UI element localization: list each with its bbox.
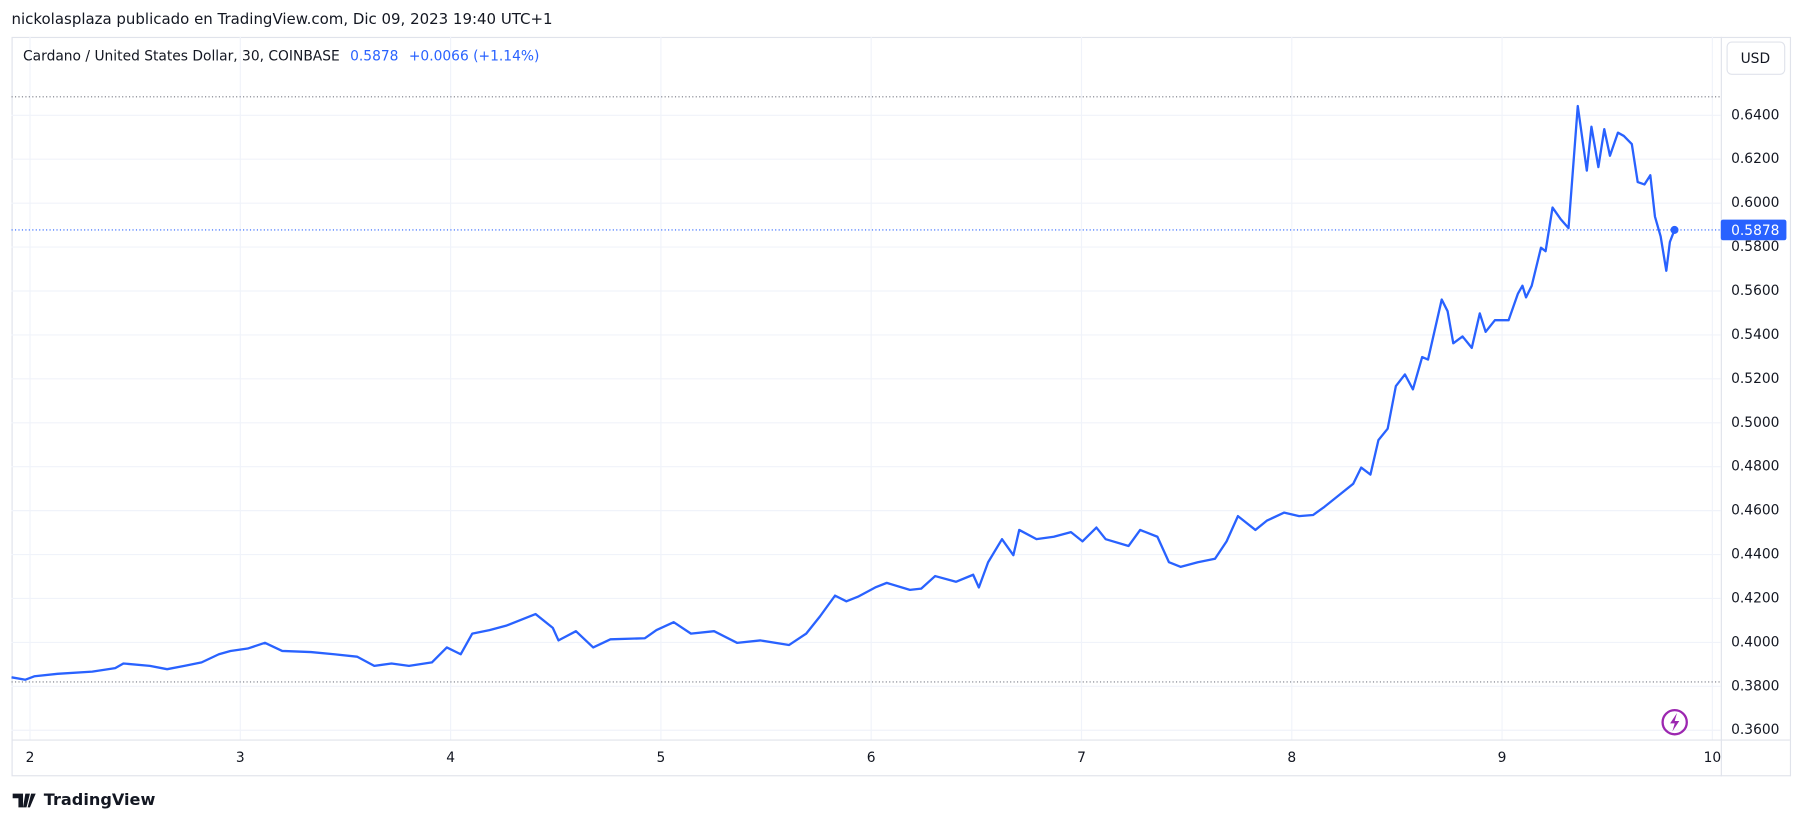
lightning-icon[interactable]	[1661, 708, 1688, 736]
grid	[11, 36, 1721, 740]
x-tick-label: 2	[26, 750, 35, 766]
tradingview-logo	[12, 793, 36, 808]
x-tick-label: 5	[656, 750, 665, 766]
price-line	[11, 104, 1676, 681]
x-tick-label: 4	[446, 750, 455, 766]
legend-price: 0.5878	[350, 48, 398, 64]
price-tag-label: 0.5878	[1731, 223, 1779, 239]
y-tick-label: 0.4600	[1731, 503, 1779, 519]
x-tick-label: 6	[867, 750, 876, 766]
x-tick-label: 3	[236, 750, 245, 766]
chart-frame	[11, 36, 1792, 777]
y-tick-label: 0.6200	[1731, 151, 1779, 167]
plot	[11, 96, 1721, 683]
y-tick-label: 0.4400	[1731, 547, 1779, 563]
y-tick-label: 0.5800	[1731, 239, 1779, 255]
last-point	[1670, 225, 1679, 234]
brand: TradingView	[44, 790, 156, 809]
y-tick-label: 0.6400	[1731, 107, 1779, 123]
currency-label[interactable]: USD	[1741, 51, 1771, 67]
legend-change: +0.0066 (+1.14%)	[409, 48, 540, 64]
x-tick-label: 10	[1704, 750, 1722, 766]
y-tick-label: 0.4200	[1731, 590, 1779, 606]
symbol-title: Cardano / United States Dollar, 30, COIN…	[23, 48, 340, 64]
y-tick-label: 0.4800	[1731, 459, 1779, 475]
y-tick-label: 0.6000	[1731, 195, 1779, 211]
x-tick-label: 9	[1498, 750, 1507, 766]
x-tick-label: 7	[1077, 750, 1086, 766]
y-tick-label: 0.4000	[1731, 634, 1779, 650]
x-tick-label: 8	[1287, 750, 1296, 766]
y-tick-label: 0.3800	[1731, 678, 1779, 694]
currency-button[interactable]	[1726, 41, 1786, 75]
y-tick-label: 0.5200	[1731, 371, 1779, 387]
y-tick-label: 0.3600	[1731, 722, 1779, 738]
y-tick-label: 0.5600	[1731, 283, 1779, 299]
y-tick-label: 0.5000	[1731, 415, 1779, 431]
price-tag	[1720, 219, 1787, 241]
y-tick-label: 0.5400	[1731, 327, 1779, 343]
publisher-line: nickolasplaza publicado en TradingView.c…	[12, 10, 553, 28]
